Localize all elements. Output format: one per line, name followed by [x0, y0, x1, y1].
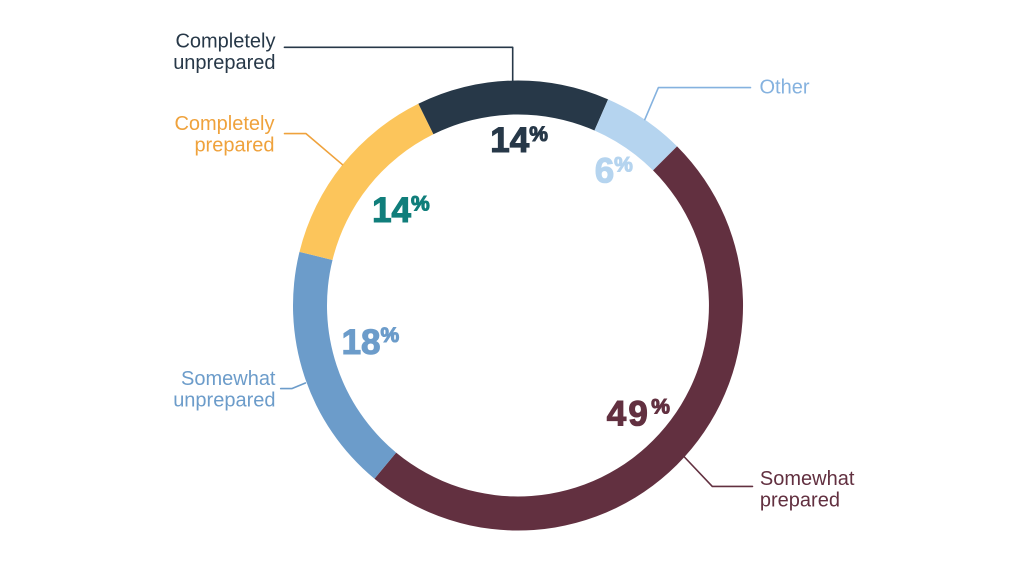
svg-text:prepared: prepared	[760, 490, 840, 512]
svg-text:6%: 6%	[595, 152, 633, 191]
svg-text:unprepared: unprepared	[173, 389, 275, 411]
svg-text:prepared: prepared	[194, 135, 274, 157]
svg-text:18%: 18%	[342, 323, 400, 362]
svg-text:Other: Other	[760, 77, 810, 99]
svg-text:unprepared: unprepared	[173, 52, 275, 74]
svg-text:Somewhat: Somewhat	[181, 368, 276, 390]
svg-text:14%: 14%	[372, 191, 430, 230]
svg-text:Completely: Completely	[174, 113, 274, 135]
svg-text:Somewhat: Somewhat	[760, 468, 855, 490]
svg-text:Completely: Completely	[175, 30, 275, 52]
svg-text:49%: 49%	[607, 395, 671, 434]
svg-text:14%: 14%	[490, 121, 548, 160]
